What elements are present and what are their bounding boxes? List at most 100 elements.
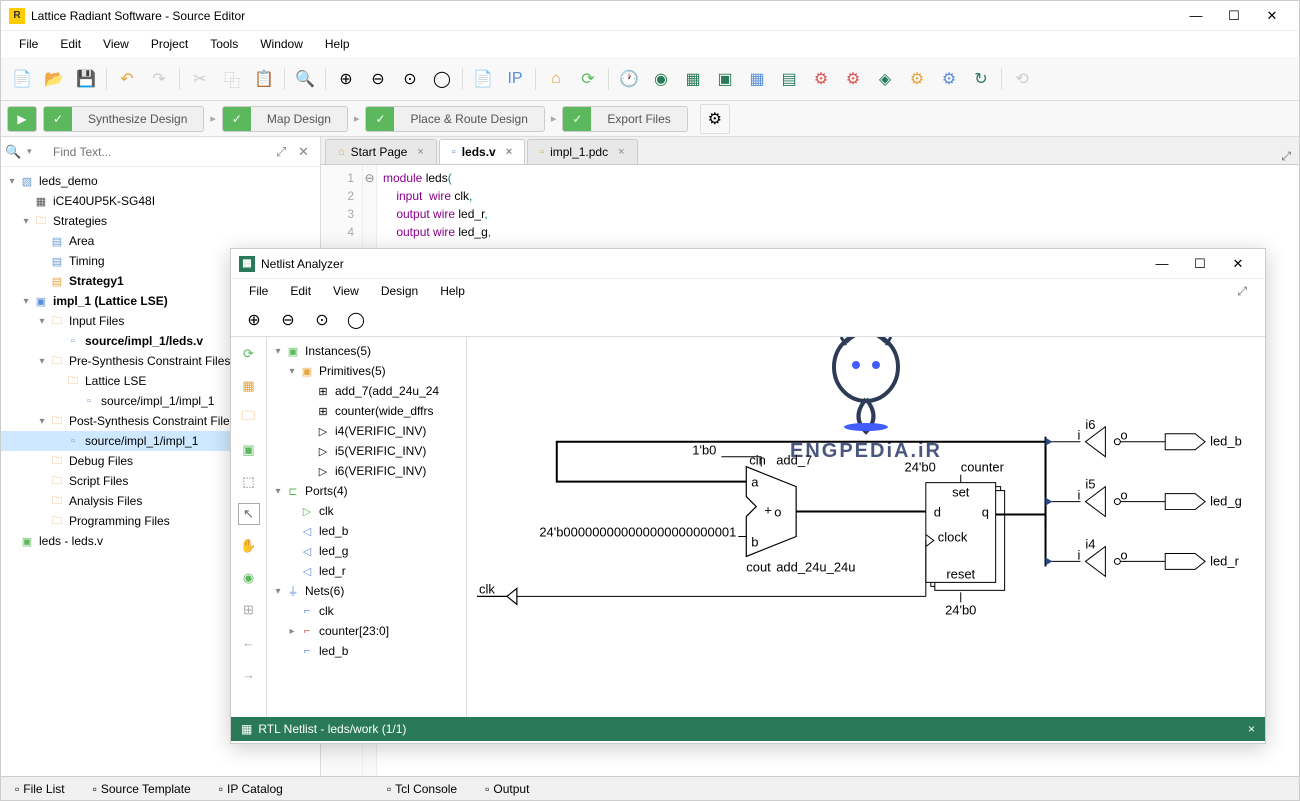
net-zoomin-icon[interactable]: ⊕ <box>239 305 269 335</box>
nt-nets[interactable]: Nets(6) <box>305 584 344 598</box>
side-tool2-icon[interactable]: ▣ <box>238 439 260 461</box>
schematic-canvas[interactable]: ENGPEDiA.iR clk a o + b cin c <box>467 337 1265 717</box>
nt-instances[interactable]: Instances(5) <box>305 344 371 358</box>
menu-view[interactable]: View <box>93 34 139 54</box>
zoomfit-icon[interactable]: ⊙ <box>395 64 425 94</box>
tool2-icon[interactable]: ▣ <box>710 64 740 94</box>
tree-post-synth[interactable]: Post-Synthesis Constraint Files <box>69 414 236 428</box>
nt-nclk[interactable]: clk <box>319 604 334 618</box>
nt-ncounter[interactable]: counter[23:0] <box>319 624 389 638</box>
tree-input-files[interactable]: Input Files <box>69 314 124 328</box>
netlist-tree[interactable]: ▾▣Instances(5) ▾▣Primitives(5) ⊞add_7(ad… <box>267 337 467 717</box>
tree-pre-synth[interactable]: Pre-Synthesis Constraint Files <box>69 354 230 368</box>
search-input[interactable] <box>49 142 272 162</box>
new-icon[interactable]: 📄 <box>7 64 37 94</box>
dropdown-icon[interactable]: ▾ <box>27 146 45 157</box>
side-fwd-icon[interactable]: → <box>238 663 260 685</box>
tool1-icon[interactable]: ▦ <box>678 64 708 94</box>
netmenu-file[interactable]: File <box>239 282 278 300</box>
side-folder-icon[interactable]: 🗀 <box>238 407 260 429</box>
btab-output[interactable]: ▫Output <box>479 780 535 798</box>
netlist-popout-icon[interactable]: ⤢ <box>1227 282 1257 301</box>
tree-debug[interactable]: Debug Files <box>69 454 133 468</box>
menu-file[interactable]: File <box>9 34 48 54</box>
paste-icon[interactable]: 📋 <box>249 64 279 94</box>
tool9-icon[interactable]: ⚙ <box>934 64 964 94</box>
nt-counter[interactable]: counter(wide_dffrs <box>335 404 434 418</box>
par-button[interactable]: ✓Place & Route Design <box>365 106 544 132</box>
open-icon[interactable]: 📂 <box>39 64 69 94</box>
maximize-button[interactable]: ☐ <box>1215 2 1253 30</box>
netmenu-view[interactable]: View <box>323 282 369 300</box>
btab-filelist[interactable]: ▫File List <box>9 780 71 798</box>
side-pointer-icon[interactable]: ↖ <box>238 503 260 525</box>
redo-icon[interactable]: ↷ <box>144 64 174 94</box>
side-back-icon[interactable]: ← <box>238 631 260 653</box>
tree-root[interactable]: leds_demo <box>39 174 98 188</box>
tool7-icon[interactable]: ◈ <box>870 64 900 94</box>
tree-src1[interactable]: source/impl_1/impl_1 <box>101 394 214 408</box>
menu-help[interactable]: Help <box>315 34 360 54</box>
run-button[interactable]: ▶ <box>7 106 37 132</box>
tool8-icon[interactable]: ⚙ <box>902 64 932 94</box>
zoomin-icon[interactable]: ⊕ <box>331 64 361 94</box>
tab-close-icon[interactable]: × <box>506 146 512 158</box>
close-button[interactable]: ✕ <box>1253 2 1291 30</box>
net-close-button[interactable]: ✕ <box>1219 250 1257 278</box>
net-minimize-button[interactable]: — <box>1143 250 1181 278</box>
tree-src2[interactable]: source/impl_1/impl_1 <box>85 434 198 448</box>
tab-close-icon[interactable]: × <box>618 146 624 158</box>
tab-pdc[interactable]: ▫impl_1.pdc× <box>527 139 637 164</box>
tool6-icon[interactable]: ⚙ <box>838 64 868 94</box>
nt-ledg[interactable]: led_g <box>319 544 348 558</box>
report-icon[interactable]: 📄 <box>468 64 498 94</box>
save-icon[interactable]: 💾 <box>71 64 101 94</box>
zoomout-icon[interactable]: ⊖ <box>363 64 393 94</box>
net-zoomsel-icon[interactable]: ◯ <box>341 305 371 335</box>
tree-programming[interactable]: Programming Files <box>69 514 170 528</box>
btab-srctmpl[interactable]: ▫Source Template <box>87 780 197 798</box>
tree-script[interactable]: Script Files <box>69 474 128 488</box>
nt-i6[interactable]: i6(VERIFIC_INV) <box>335 464 426 478</box>
minimize-button[interactable]: — <box>1177 2 1215 30</box>
tool4-icon[interactable]: ▤ <box>774 64 804 94</box>
editor-popout-icon[interactable]: ⤢ <box>1281 149 1291 164</box>
side-tool3-icon[interactable]: ◉ <box>238 567 260 589</box>
close-panel-icon[interactable]: ✕ <box>298 144 316 160</box>
copy-icon[interactable]: ⿻ <box>217 64 247 94</box>
tree-impl[interactable]: impl_1 (Lattice LSE) <box>53 294 168 308</box>
flow-settings-icon[interactable]: ⚙ <box>700 104 730 134</box>
tree-timing[interactable]: Timing <box>69 254 105 268</box>
tab-close-icon[interactable]: × <box>417 146 423 158</box>
synth-button[interactable]: ✓Synthesize Design <box>43 106 204 132</box>
tree-analysis[interactable]: Analysis Files <box>69 494 142 508</box>
netmenu-edit[interactable]: Edit <box>280 282 321 300</box>
btab-tcl[interactable]: ▫Tcl Console <box>381 780 463 798</box>
tool5-icon[interactable]: ⚙ <box>806 64 836 94</box>
netmenu-design[interactable]: Design <box>371 282 428 300</box>
map-button[interactable]: ✓Map Design <box>222 106 348 132</box>
nt-ledb[interactable]: led_b <box>319 524 348 538</box>
tab-leds[interactable]: ▫leds.v× <box>439 139 525 164</box>
link-icon[interactable]: ⟲ <box>1007 64 1037 94</box>
home-icon[interactable]: ⌂ <box>541 64 571 94</box>
net-maximize-button[interactable]: ☐ <box>1181 250 1219 278</box>
side-marquee-icon[interactable]: ⬚ <box>238 471 260 493</box>
tab-start[interactable]: ⌂Start Page× <box>325 139 437 164</box>
tree-strategies[interactable]: Strategies <box>53 214 107 228</box>
menu-edit[interactable]: Edit <box>50 34 91 54</box>
menu-window[interactable]: Window <box>250 34 313 54</box>
nt-add7[interactable]: add_7(add_24u_24 <box>335 384 439 398</box>
menu-project[interactable]: Project <box>141 34 198 54</box>
refresh-icon[interactable]: ⟳ <box>573 64 603 94</box>
side-refresh-icon[interactable]: ⟳ <box>238 343 260 365</box>
net-zoomfit-icon[interactable]: ⊙ <box>307 305 337 335</box>
nt-ports[interactable]: Ports(4) <box>305 484 348 498</box>
nt-nledb[interactable]: led_b <box>319 644 348 658</box>
tool3-icon[interactable]: ▦ <box>742 64 772 94</box>
clock-icon[interactable]: 🕐 <box>614 64 644 94</box>
tool10-icon[interactable]: ↻ <box>966 64 996 94</box>
tree-leds-v[interactable]: source/impl_1/leds.v <box>85 334 203 348</box>
side-tool1-icon[interactable]: ▦ <box>238 375 260 397</box>
tree-area[interactable]: Area <box>69 234 94 248</box>
